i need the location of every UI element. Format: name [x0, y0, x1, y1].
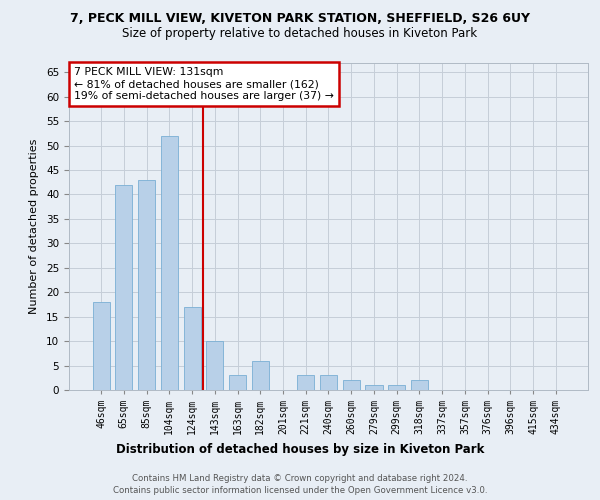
- Text: Size of property relative to detached houses in Kiveton Park: Size of property relative to detached ho…: [122, 28, 478, 40]
- Text: Contains HM Land Registry data © Crown copyright and database right 2024.: Contains HM Land Registry data © Crown c…: [132, 474, 468, 483]
- Bar: [206, 341, 223, 390]
- Bar: [184, 307, 200, 390]
- Bar: [138, 180, 155, 390]
- Text: 7 PECK MILL VIEW: 131sqm
← 81% of detached houses are smaller (162)
19% of semi-: 7 PECK MILL VIEW: 131sqm ← 81% of detach…: [74, 68, 334, 100]
- Bar: [343, 380, 360, 390]
- Y-axis label: Number of detached properties: Number of detached properties: [29, 138, 39, 314]
- Bar: [92, 302, 110, 390]
- Bar: [252, 360, 269, 390]
- Bar: [161, 136, 178, 390]
- Text: Contains public sector information licensed under the Open Government Licence v3: Contains public sector information licen…: [113, 486, 487, 495]
- Bar: [411, 380, 428, 390]
- Bar: [297, 376, 314, 390]
- Bar: [388, 385, 405, 390]
- Bar: [115, 184, 133, 390]
- Bar: [229, 376, 246, 390]
- Bar: [365, 385, 383, 390]
- Bar: [320, 376, 337, 390]
- Text: Distribution of detached houses by size in Kiveton Park: Distribution of detached houses by size …: [116, 442, 484, 456]
- Text: 7, PECK MILL VIEW, KIVETON PARK STATION, SHEFFIELD, S26 6UY: 7, PECK MILL VIEW, KIVETON PARK STATION,…: [70, 12, 530, 26]
